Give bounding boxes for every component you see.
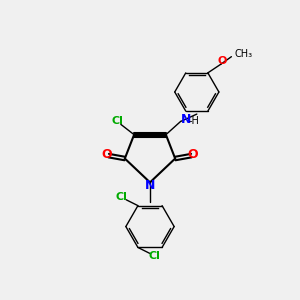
Text: O: O [218,56,227,66]
Text: O: O [102,148,112,160]
Text: O: O [188,148,198,160]
Text: -H: -H [188,116,199,126]
Text: Cl: Cl [148,251,160,261]
Text: N: N [181,112,191,126]
Text: Cl: Cl [112,116,124,126]
Text: CH₃: CH₃ [234,49,253,59]
Text: N: N [145,179,155,192]
Text: Cl: Cl [116,192,128,202]
